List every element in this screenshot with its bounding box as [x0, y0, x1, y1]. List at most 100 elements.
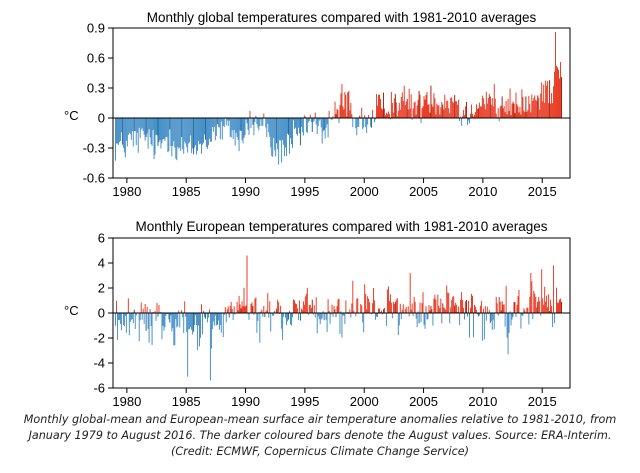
bar-2008-05 [463, 109, 465, 118]
bar-1992-08 [276, 118, 278, 144]
x-tick-label: 2005 [409, 184, 438, 199]
bar-1990-06 [250, 303, 252, 313]
bar-1994-08 [299, 118, 301, 146]
y-tick-label: -6 [93, 381, 105, 396]
bar-1979-01 [115, 118, 116, 161]
bar-2004-01 [411, 303, 413, 313]
bar-1990-07 [251, 302, 253, 313]
bar-1983-07 [168, 118, 170, 152]
bar-2004-05 [415, 114, 417, 118]
bar-2006-10 [444, 94, 446, 118]
bar-1984-04 [177, 118, 179, 147]
bar-1986-04 [201, 118, 202, 154]
bar-1985-07 [192, 118, 194, 149]
bar-2012-02 [507, 98, 509, 118]
bar-1983-03 [164, 118, 166, 142]
bar-2006-03 [437, 105, 439, 118]
bar-2005-03 [425, 306, 427, 313]
bar-2006-04 [438, 305, 440, 313]
bar-2008-02 [460, 116, 462, 118]
bar-1979-12 [125, 313, 127, 333]
bar-2000-11 [374, 118, 376, 123]
bar-2011-11 [504, 112, 506, 118]
bar-1996-07 [322, 118, 324, 132]
bar-2013-05 [522, 313, 524, 317]
x-tick-label: 1990 [231, 184, 260, 199]
bar-1992-10 [278, 302, 280, 313]
bar-2005-11 [433, 298, 435, 313]
bar-1998-11 [350, 313, 352, 318]
bar-2003-10 [408, 313, 410, 317]
bar-1995-12 [315, 118, 317, 125]
bar-1981-11 [148, 118, 150, 130]
bar-1991-10 [266, 310, 268, 313]
bar-2000-02 [365, 293, 367, 313]
bar-1983-08 [169, 313, 171, 323]
bar-1986-07 [204, 118, 205, 135]
bar-1995-02 [305, 293, 307, 313]
bar-1995-05 [308, 118, 310, 122]
bar-1997-12 [339, 313, 341, 334]
bar-1988-11 [231, 308, 233, 313]
bar-1996-10 [325, 118, 327, 128]
bar-1996-11 [326, 118, 328, 125]
bar-2015-09 [550, 103, 552, 118]
bar-1983-02 [163, 313, 165, 331]
bar-1987-07 [215, 313, 217, 326]
bar-2000-05 [368, 298, 370, 313]
bar-2007-03 [449, 113, 451, 118]
bar-1995-02 [305, 118, 307, 132]
bar-1982-06 [155, 313, 157, 321]
bar-1996-04 [319, 118, 321, 120]
bar-1991-07 [263, 305, 265, 313]
bar-2003-09 [407, 109, 409, 118]
bar-2016-05 [558, 69, 559, 118]
bar-2013-04 [521, 89, 523, 118]
bar-1999-06 [357, 298, 359, 313]
bar-1989-02 [234, 313, 236, 315]
bar-2016-05 [558, 302, 559, 313]
bar-2003-01 [399, 109, 401, 118]
bar-2009-06 [475, 309, 477, 313]
bar-2001-09 [383, 307, 385, 313]
bar-2002-03 [389, 118, 391, 120]
bar-2003-10 [408, 88, 410, 118]
bar-1980-11 [136, 118, 138, 133]
bar-2001-07 [382, 109, 383, 118]
bar-2015-12 [553, 86, 555, 118]
bar-1983-03 [164, 313, 166, 328]
bar-1984-06 [179, 118, 181, 148]
bar-1992-12 [280, 305, 282, 313]
bar-1984-11 [184, 301, 186, 313]
bar-1984-09 [182, 313, 184, 318]
bar-2001-04 [379, 94, 380, 118]
bar-2010-02 [483, 104, 485, 118]
bar-1986-07 [204, 313, 205, 318]
bar-1983-09 [170, 118, 172, 146]
bar-2007-11 [457, 104, 459, 118]
bar-series [115, 32, 562, 165]
bar-2001-11 [385, 113, 387, 118]
bar-1985-02 [187, 313, 189, 377]
bar-2008-11 [469, 118, 470, 124]
bar-2001-07 [382, 313, 383, 315]
bar-1982-04 [153, 118, 155, 160]
bar-1984-08 [181, 118, 183, 138]
bar-2003-12 [410, 309, 412, 313]
bar-1998-04 [343, 109, 345, 118]
bar-2010-07 [488, 309, 490, 313]
bar-1980-07 [132, 118, 134, 147]
bar-2002-06 [392, 112, 394, 118]
bar-1987-07 [215, 118, 217, 137]
bar-2008-11 [469, 313, 470, 338]
bar-2008-08 [466, 300, 468, 313]
bar-1993-02 [282, 313, 284, 340]
bar-2007-08 [454, 305, 456, 313]
bar-1996-03 [318, 118, 320, 121]
bar-1995-07 [310, 307, 312, 313]
bar-1996-08 [323, 118, 325, 131]
bar-1993-09 [289, 310, 290, 313]
bar-2014-01 [530, 273, 532, 313]
bar-2008-08 [466, 101, 468, 118]
